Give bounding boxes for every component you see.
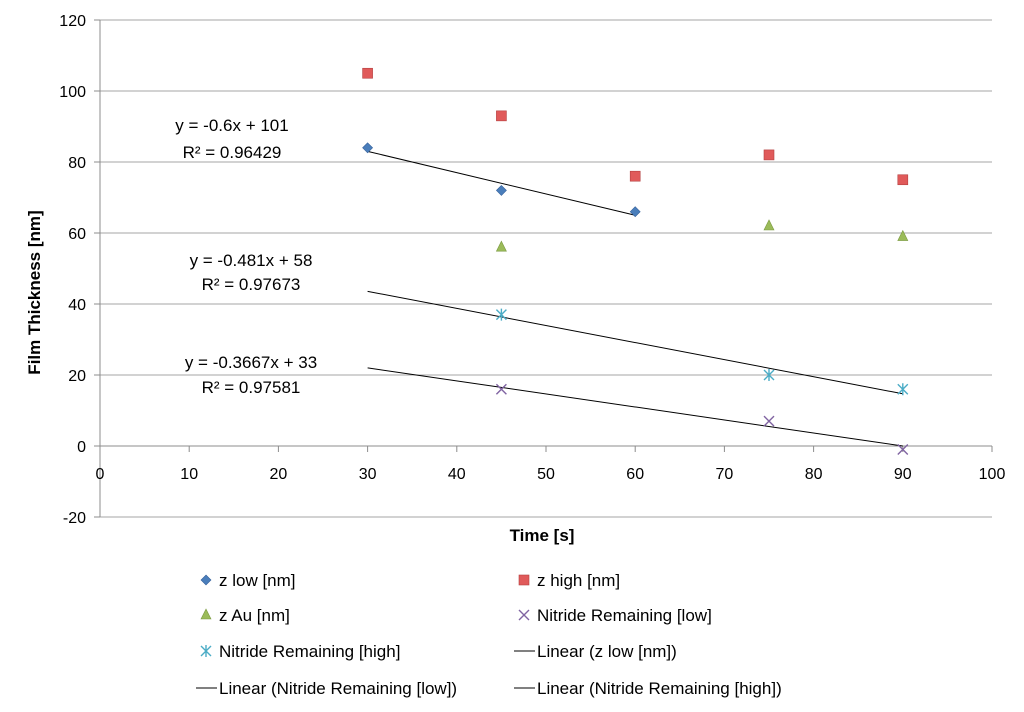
x-tick-label: 20 <box>270 466 288 483</box>
data-points <box>362 67 909 456</box>
x-axis-title: Time [s] <box>510 526 575 545</box>
data-point <box>897 383 909 396</box>
y-tick-label: -20 <box>63 510 86 527</box>
x-tick-label: 0 <box>96 466 105 483</box>
y-tick-label: 0 <box>77 439 86 456</box>
trendline-equation: y = -0.3667x + 33 <box>185 353 317 372</box>
legend-marker <box>200 574 212 586</box>
data-point <box>495 240 507 252</box>
legend-marker <box>518 609 530 621</box>
legend-label: Linear (z low [nm]) <box>537 642 677 661</box>
data-point <box>763 369 775 381</box>
data-point <box>495 383 507 395</box>
legend-label: z low [nm] <box>219 571 296 590</box>
x-tick-label: 10 <box>180 466 198 483</box>
data-point <box>496 110 507 122</box>
data-point <box>897 174 909 186</box>
trendlines <box>367 150 903 447</box>
y-tick-label: 20 <box>68 368 86 385</box>
trendline <box>367 290 903 395</box>
data-point <box>495 308 507 321</box>
x-tick-label: 90 <box>894 466 912 483</box>
x-tick-label: 40 <box>448 466 466 483</box>
trendline-equation: y = -0.481x + 58 <box>190 251 313 270</box>
y-tick-label: 120 <box>59 13 86 30</box>
data-point <box>629 170 641 182</box>
legend-label: Nitride Remaining [low] <box>537 606 712 625</box>
y-axis-title: Film Thickness [nm] <box>25 210 44 374</box>
legend-marker <box>200 608 212 620</box>
trendline-r-squared: R² = 0.97673 <box>202 275 301 294</box>
data-point <box>362 67 373 79</box>
x-tick-label: 30 <box>359 466 377 483</box>
y-tick-label: 80 <box>68 155 86 172</box>
y-tick-label: 40 <box>68 297 86 314</box>
legend-label: Linear (Nitride Remaining [high]) <box>537 679 782 698</box>
data-point <box>763 415 775 427</box>
trendline <box>367 367 903 447</box>
trendline-r-squared: R² = 0.97581 <box>202 378 301 397</box>
legend-label: z Au [nm] <box>219 606 290 625</box>
x-tick-label: 60 <box>626 466 644 483</box>
data-point <box>362 142 374 154</box>
legend-marker <box>518 574 530 586</box>
trendline <box>367 150 636 216</box>
x-tick-label: 100 <box>979 466 1006 483</box>
legend-label: Linear (Nitride Remaining [low]) <box>219 679 457 698</box>
data-point <box>629 206 641 218</box>
data-point <box>897 444 909 456</box>
legend-marker <box>200 645 212 657</box>
data-point <box>763 149 775 161</box>
trendline-r-squared: R² = 0.96429 <box>183 143 282 162</box>
x-tick-label: 80 <box>805 466 823 483</box>
x-tick-label: 70 <box>716 466 734 483</box>
y-tick-label: 60 <box>68 226 86 243</box>
data-point <box>763 219 775 231</box>
legend: z low [nm] z high [nm] z Au [nm] Nitride Re… <box>196 571 782 698</box>
legend-label: z high [nm] <box>537 571 620 590</box>
trendline-annotations: y = -0.6x + 101 R² = 0.96429 y = -0.481x +… <box>175 116 317 397</box>
y-tick-label: 100 <box>59 84 86 101</box>
axes: -20 0 20 40 60 80 100 120 0 10 20 30 40 50 60 70 80 90 100… <box>25 13 1005 545</box>
data-point <box>495 184 507 196</box>
legend-label: Nitride Remaining [high] <box>219 642 400 661</box>
data-point <box>897 229 909 241</box>
trendline-equation: y = -0.6x + 101 <box>175 116 288 135</box>
x-tick-label: 50 <box>537 466 555 483</box>
